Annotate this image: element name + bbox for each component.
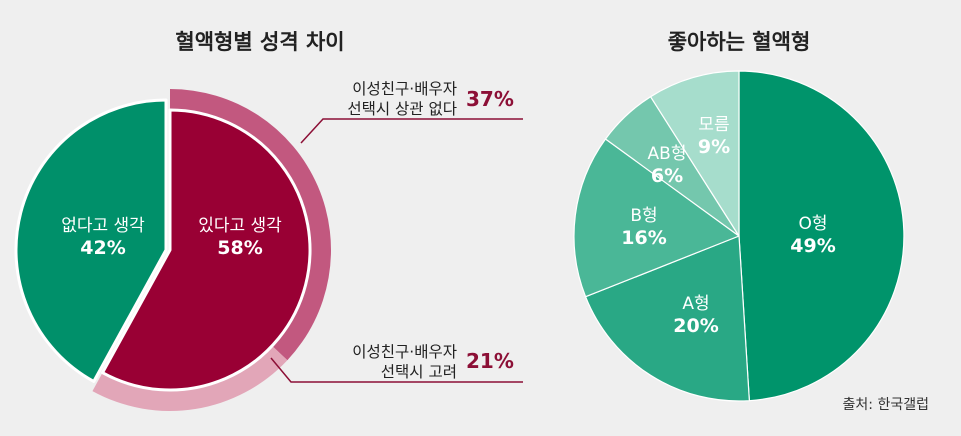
pie-slice-B형 bbox=[573, 138, 740, 298]
leader-line-21 bbox=[270, 357, 523, 383]
slice-label-O: O형 bbox=[798, 214, 827, 234]
chart-personality: 혈액형별 성격 차이 없다고 생각 42% 있다고 생각 58% 이성친구·배우… bbox=[14, 30, 523, 412]
pie-slice-no bbox=[14, 98, 168, 383]
pie-slice-A형 bbox=[584, 235, 750, 402]
slice-label-no: 없다고 생각 bbox=[61, 216, 145, 236]
slice-value-AB: 6% bbox=[651, 165, 683, 187]
slice-value-unknown: 9% bbox=[698, 136, 730, 158]
slice-group-no bbox=[14, 98, 168, 383]
breakdown-ring-37 bbox=[170, 89, 331, 361]
slice-value-O: 49% bbox=[790, 235, 835, 257]
slice-label-unknown: 모름 bbox=[698, 115, 729, 135]
breakdown-ring-21 bbox=[92, 337, 288, 412]
annotation-21-line2: 선택시 고려 bbox=[381, 363, 457, 381]
annotation-37-line1: 이성친구·배우자 bbox=[352, 80, 457, 98]
pie-personality-slices bbox=[14, 89, 331, 412]
chart-title-personality: 혈액형별 성격 차이 bbox=[175, 30, 344, 54]
slice-label-AB: AB형 bbox=[648, 144, 687, 164]
slice-value-A: 20% bbox=[673, 315, 718, 337]
pie-preferred-slices bbox=[573, 70, 905, 402]
pie-slice-O형 bbox=[738, 70, 905, 402]
slice-label-A: A형 bbox=[682, 294, 709, 314]
annotation-37-line2: 선택시 상관 없다 bbox=[347, 100, 457, 118]
slice-value-B: 16% bbox=[621, 227, 666, 249]
chart-title-preferred: 좋아하는 혈액형 bbox=[668, 30, 811, 54]
pie-slice-모름 bbox=[649, 70, 740, 237]
slice-value-yes: 58% bbox=[217, 237, 262, 259]
annotation-37-value: 37% bbox=[466, 87, 514, 111]
annotation-21-line1: 이성친구·배우자 bbox=[352, 343, 457, 361]
slice-label-yes: 있다고 생각 bbox=[198, 216, 282, 236]
annotation-21-value: 21% bbox=[466, 349, 514, 373]
slice-value-no: 42% bbox=[80, 237, 125, 259]
chart-preferred-type: 좋아하는 혈액형 O형 49% A형 20% B형 16% AB형 6% 모름 … bbox=[573, 30, 929, 413]
leader-line-37 bbox=[300, 118, 523, 144]
source-text: 출처: 한국갤럽 bbox=[843, 397, 929, 413]
pie-slice-yes bbox=[101, 108, 312, 392]
slice-label-B: B형 bbox=[630, 206, 657, 226]
